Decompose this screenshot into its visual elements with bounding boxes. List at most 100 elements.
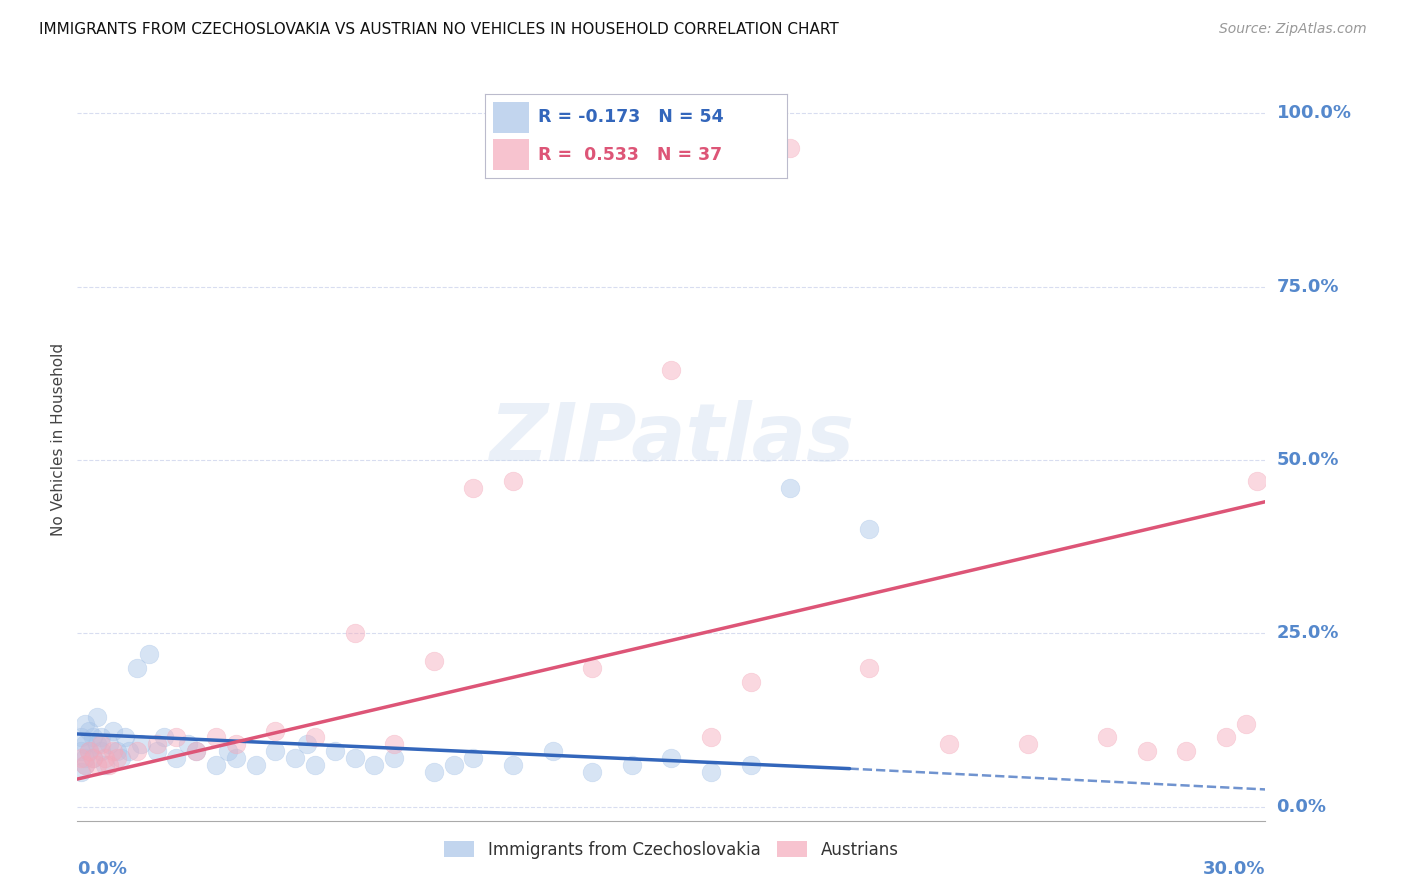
Point	[138, 647, 160, 661]
Point	[75, 716, 97, 731]
Point	[118, 744, 141, 758]
Point	[1234, 716, 1257, 731]
Point	[1017, 737, 1039, 751]
Point	[70, 751, 93, 765]
Text: Source: ZipAtlas.com: Source: ZipAtlas.com	[1219, 22, 1367, 37]
Point	[165, 751, 187, 765]
Point	[75, 758, 97, 772]
Point	[90, 744, 112, 758]
Point	[129, 737, 152, 751]
Point	[323, 744, 346, 758]
Point	[423, 765, 446, 780]
Point	[382, 737, 405, 751]
Point	[125, 744, 148, 758]
Point	[1095, 731, 1118, 745]
Point	[86, 737, 108, 751]
Point	[304, 731, 326, 745]
Point	[225, 737, 247, 751]
Point	[125, 661, 148, 675]
Point	[1246, 474, 1268, 488]
Point	[661, 751, 683, 765]
Point	[304, 758, 326, 772]
Point	[581, 765, 603, 780]
Text: 30.0%: 30.0%	[1204, 860, 1265, 878]
Point	[82, 751, 104, 765]
Point	[186, 744, 208, 758]
Point	[70, 731, 93, 745]
Point	[938, 737, 960, 751]
Point	[101, 744, 124, 758]
Point	[541, 744, 564, 758]
Text: IMMIGRANTS FROM CZECHOSLOVAKIA VS AUSTRIAN NO VEHICLES IN HOUSEHOLD CORRELATION : IMMIGRANTS FROM CZECHOSLOVAKIA VS AUSTRI…	[39, 22, 839, 37]
Point	[740, 675, 762, 690]
Point	[363, 758, 385, 772]
Point	[217, 744, 239, 758]
Point	[75, 737, 97, 751]
Point	[463, 481, 485, 495]
Point	[740, 758, 762, 772]
Point	[75, 758, 97, 772]
Point	[86, 709, 108, 723]
Point	[145, 737, 167, 751]
Point	[165, 731, 187, 745]
Text: R = -0.173   N = 54: R = -0.173 N = 54	[538, 109, 724, 127]
Point	[284, 751, 307, 765]
Legend: Immigrants from Czechoslovakia, Austrians: Immigrants from Czechoslovakia, Austrian…	[437, 834, 905, 866]
Point	[245, 758, 267, 772]
Point	[77, 744, 100, 758]
Point	[110, 751, 132, 765]
Point	[70, 744, 93, 758]
Point	[700, 765, 723, 780]
Point	[581, 661, 603, 675]
Text: 0.0%: 0.0%	[77, 860, 128, 878]
Point	[343, 751, 366, 765]
Point	[205, 731, 228, 745]
Point	[101, 723, 124, 738]
Point	[105, 751, 128, 765]
Point	[620, 758, 643, 772]
Point	[295, 737, 318, 751]
Point	[225, 751, 247, 765]
Point	[77, 744, 100, 758]
Point	[443, 758, 465, 772]
Y-axis label: No Vehicles in Household: No Vehicles in Household	[51, 343, 66, 536]
Point	[75, 751, 97, 765]
Point	[858, 523, 880, 537]
Point	[114, 731, 136, 745]
Point	[1136, 744, 1159, 758]
Text: 25.0%: 25.0%	[1277, 624, 1339, 642]
Point	[90, 731, 112, 745]
Point	[82, 731, 104, 745]
Point	[858, 661, 880, 675]
Point	[145, 744, 167, 758]
Point	[343, 626, 366, 640]
Point	[502, 474, 524, 488]
Point	[382, 751, 405, 765]
Point	[463, 751, 485, 765]
Text: R =  0.533   N = 37: R = 0.533 N = 37	[538, 145, 723, 163]
Text: 100.0%: 100.0%	[1277, 104, 1351, 122]
Point	[205, 758, 228, 772]
Text: 0.0%: 0.0%	[1277, 797, 1326, 816]
Point	[177, 737, 200, 751]
Point	[94, 751, 117, 765]
Text: ZIPatlas: ZIPatlas	[489, 401, 853, 478]
Text: 50.0%: 50.0%	[1277, 451, 1339, 469]
Point	[264, 744, 287, 758]
Point	[70, 765, 93, 780]
Bar	[492, 103, 529, 133]
Point	[264, 723, 287, 738]
Point	[1175, 744, 1198, 758]
Text: 75.0%: 75.0%	[1277, 277, 1339, 296]
Point	[502, 758, 524, 772]
Point	[1215, 731, 1237, 745]
Point	[661, 363, 683, 377]
Point	[98, 758, 121, 772]
Point	[779, 141, 801, 155]
Point	[153, 731, 176, 745]
Point	[779, 481, 801, 495]
Bar	[492, 139, 529, 169]
Point	[94, 758, 117, 772]
Point	[186, 744, 208, 758]
Point	[86, 758, 108, 772]
